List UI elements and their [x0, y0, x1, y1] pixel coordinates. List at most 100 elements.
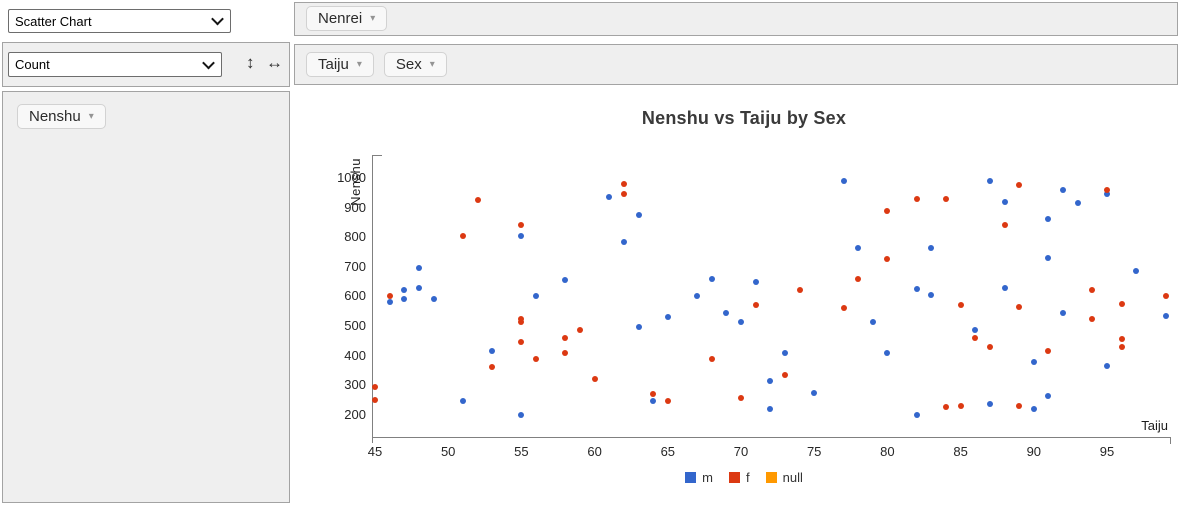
aggregator-select-wrap: Count [8, 52, 222, 77]
scatter-point-m [562, 277, 569, 284]
x-tick-label: 65 [660, 444, 676, 459]
scatter-point-m [1060, 186, 1067, 193]
scatter-point-f [738, 395, 744, 402]
x-tick-label: 80 [880, 444, 895, 459]
attribute-label: Taiju [318, 56, 349, 73]
scatter-point-m [986, 401, 993, 408]
scatter-point-m [738, 318, 744, 325]
scatter-point-f [708, 355, 715, 362]
scatter-point-f [855, 275, 862, 282]
chart-title: Nenshu vs Taiju by Sex [641, 108, 847, 128]
scatter-point-f [1001, 222, 1008, 229]
dropdown-caret-icon[interactable]: ▾ [370, 13, 376, 24]
legend-swatch-icon [728, 472, 740, 483]
column-attributes-bar: Taiju ▾ Sex ▾ [294, 44, 1178, 85]
scatter-point-m [1104, 362, 1110, 369]
dropdown-caret-icon[interactable]: ▾ [88, 111, 94, 122]
scatter-point-f [372, 396, 378, 403]
y-axis-end-tick [373, 155, 382, 156]
col-order-button[interactable]: ↔ [266, 53, 283, 72]
scatter-point-m [1074, 200, 1081, 207]
legend-item-f[interactable]: f [728, 470, 750, 485]
scatter-point-f [957, 402, 964, 409]
scatter-point-f [943, 195, 949, 202]
row-order-button[interactable]: ↕ [246, 53, 255, 72]
y-tick-label: 200 [344, 406, 366, 422]
scatter-point-m [781, 349, 788, 356]
scatter-point-f [1118, 336, 1125, 343]
unused-attributes-bar: Nenrei ▾ [294, 2, 1178, 36]
scatter-point-m [635, 324, 642, 331]
y-tick-label: 600 [344, 288, 366, 304]
scatter-point-f [489, 364, 496, 371]
scatter-point-m [430, 296, 437, 303]
scatter-point-m [415, 265, 422, 272]
x-axis-end-tick [1170, 437, 1171, 444]
legend-swatch-icon [685, 472, 697, 483]
scatter-point-m [767, 377, 774, 384]
scatter-point-m [928, 244, 935, 251]
x-tick-label: 50 [440, 444, 456, 459]
scatter-point-f [1016, 303, 1023, 310]
scatter-point-f [518, 222, 525, 229]
y-tick-label: 700 [344, 258, 366, 274]
scatter-point-f [664, 398, 671, 405]
scatter-point-f [972, 334, 979, 341]
x-axis-label: Taiju [1141, 418, 1168, 433]
scatter-point-m [811, 389, 818, 396]
legend-item-m[interactable]: m [685, 470, 713, 485]
scatter-point-m [1045, 216, 1052, 223]
scatter-point-f [957, 302, 964, 309]
dropdown-caret-icon[interactable]: ▾ [429, 59, 435, 70]
scatter-point-f [474, 197, 481, 204]
scatter-point-f [1089, 287, 1096, 294]
scatter-point-f [591, 376, 598, 383]
scatter-point-f [884, 207, 891, 214]
x-axis-line [372, 437, 1171, 438]
scatter-point-m [913, 411, 920, 418]
scatter-point-m [518, 411, 525, 418]
scatter-point-f [562, 349, 569, 356]
scatter-point-m [767, 405, 774, 412]
legend-label: f [745, 470, 750, 485]
y-tick-label: 500 [344, 317, 366, 333]
scatter-point-m [708, 275, 715, 282]
y-tick-label: 400 [344, 347, 366, 363]
scatter-point-f [943, 404, 949, 411]
scatter-point-f [840, 305, 847, 312]
x-tick-label: 95 [1099, 444, 1115, 459]
scatter-point-f [781, 371, 788, 378]
scatter-point-f [620, 191, 627, 198]
x-tick-label: 75 [806, 444, 822, 459]
scatter-point-f [562, 334, 569, 341]
scatter-point-f [386, 293, 393, 300]
renderer-select[interactable]: Scatter Chart [8, 9, 231, 33]
legend-label: m [702, 470, 713, 485]
scatter-point-m [401, 296, 408, 303]
attribute-label: Nenrei [318, 10, 363, 27]
scatter-point-m [1001, 284, 1008, 291]
scatter-point-m [533, 293, 539, 300]
scatter-point-f [650, 391, 657, 397]
aggregator-select[interactable]: Count [8, 52, 222, 77]
legend-item-null[interactable]: null [765, 470, 803, 485]
scatter-point-f [1045, 348, 1052, 355]
attribute-pill-taiju[interactable]: Taiju ▾ [306, 52, 374, 77]
row-attributes-panel: Nenshu ▾ [2, 91, 290, 503]
scatter-point-m [1060, 309, 1067, 316]
scatter-point-m [1001, 198, 1008, 205]
dropdown-caret-icon[interactable]: ▾ [356, 59, 362, 70]
attribute-pill-nenrei[interactable]: Nenrei ▾ [306, 6, 388, 31]
scatter-point-f [459, 232, 466, 239]
legend-swatch-icon [765, 472, 777, 483]
scatter-point-f [1104, 186, 1110, 193]
attribute-pill-sex[interactable]: Sex ▾ [383, 52, 447, 77]
scatter-point-f [1118, 300, 1125, 307]
scatter-point-m [1162, 312, 1169, 319]
attribute-pill-nenshu[interactable]: Nenshu ▾ [17, 104, 106, 129]
x-tick-label: 55 [514, 444, 529, 459]
scatter-point-m [972, 327, 979, 334]
x-tick-label: 90 [1026, 444, 1042, 459]
scatter-chart: Nenshu vs Taiju by Sex Nenshu Taiju 200 3… [294, 87, 1194, 513]
scatter-point-m [752, 278, 759, 285]
